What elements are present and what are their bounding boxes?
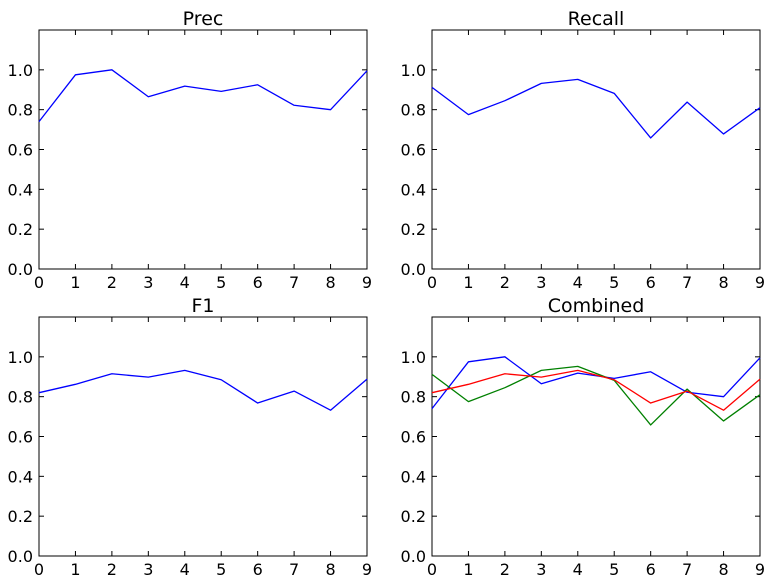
combined-x-tick-label: 6 (646, 560, 656, 579)
recall-y-tick-label: 0.0 (401, 260, 426, 279)
prec-x-tick-label: 3 (143, 273, 153, 292)
f1-x-tick-label: 1 (70, 560, 80, 579)
prec-y-tick-label: 0.0 (8, 260, 33, 279)
combined-y-tick-label: 0.0 (401, 547, 426, 566)
combined-x-tick-label: 1 (463, 560, 473, 579)
f1-y-tick-label: 0.8 (8, 388, 33, 407)
prec-y-tick-label: 1.0 (8, 61, 33, 80)
prec-x-tick-label: 4 (180, 273, 190, 292)
recall-y-tick-label: 0.4 (401, 180, 426, 199)
prec-x-tick-label: 0 (34, 273, 44, 292)
combined-x-tick-label: 3 (536, 560, 546, 579)
f1-series-line-0 (38, 369, 368, 411)
f1-x-tick-label: 8 (325, 560, 335, 579)
prec-title: Prec (183, 8, 224, 30)
recall-axes-frame (431, 29, 761, 270)
recall-x-tick-label: 7 (682, 273, 692, 292)
recall-y-tick-label: 0.2 (401, 220, 426, 239)
prec-panel: Prec 0 1 2 3 4 5 6 7 8 9 0.0 0.2 0.4 0.6 0.8 1.0 (8, 8, 373, 292)
prec-series-line-0 (38, 69, 368, 123)
combined-axes-frame (431, 316, 761, 557)
recall-x-tick-label: 3 (536, 273, 546, 292)
recall-x-tick-label: 1 (463, 273, 473, 292)
recall-y-tick-label: 1.0 (401, 61, 426, 80)
combined-x-tick-label: 4 (573, 560, 583, 579)
prec-x-tick-label: 9 (362, 273, 372, 292)
recall-x-tick-label: 6 (646, 273, 656, 292)
combined-y-tick-label: 0.6 (401, 428, 426, 447)
recall-x-tick-label: 8 (718, 273, 728, 292)
f1-axes-frame (38, 316, 368, 557)
recall-title: Recall (568, 8, 625, 30)
combined-x-tick-label: 7 (682, 560, 692, 579)
prec-y-tick-label: 0.4 (8, 180, 33, 199)
combined-series-line-1 (431, 365, 761, 426)
f1-x-tick-label: 2 (107, 560, 117, 579)
recall-x-tick-label: 9 (755, 273, 765, 292)
f1-y-tick-label: 1.0 (8, 348, 33, 367)
f1-x-tick-label: 3 (143, 560, 153, 579)
recall-y-tick-label: 0.8 (401, 101, 426, 120)
prec-x-tick-label: 2 (107, 273, 117, 292)
prec-y-tick-label: 0.2 (8, 220, 33, 239)
combined-series-line-2 (431, 369, 761, 411)
f1-y-tick-label: 0.0 (8, 547, 33, 566)
f1-y-tick-label: 0.2 (8, 507, 33, 526)
recall-x-tick-label: 5 (609, 273, 619, 292)
recall-y-tick-label: 0.6 (401, 141, 426, 160)
combined-x-tick-label: 2 (500, 560, 510, 579)
f1-x-tick-label: 6 (253, 560, 263, 579)
combined-y-tick-label: 0.4 (401, 467, 426, 486)
prec-x-tick-label: 8 (325, 273, 335, 292)
combined-x-tick-label: 9 (755, 560, 765, 579)
combined-x-tick-label: 0 (427, 560, 437, 579)
prec-axes-frame (38, 29, 368, 270)
combined-y-tick-label: 1.0 (401, 348, 426, 367)
prec-x-tick-label: 1 (70, 273, 80, 292)
f1-panel: F1 0 1 2 3 4 5 6 7 8 9 0.0 0.2 0.4 0.6 0.8 1.0 (8, 295, 373, 579)
f1-x-tick-label: 4 (180, 560, 190, 579)
combined-panel: Combined 0 1 2 3 4 5 6 7 8 9 0.0 0.2 0.4 0.6 0.8 1.0 (401, 295, 766, 579)
combined-series-line-0 (431, 356, 761, 410)
recall-series-line-0 (431, 78, 761, 139)
f1-y-tick-label: 0.6 (8, 428, 33, 447)
combined-x-tick-label: 8 (718, 560, 728, 579)
prec-y-tick-label: 0.6 (8, 141, 33, 160)
recall-panel: Recall 0 1 2 3 4 5 6 7 8 9 0.0 0.2 0.4 0.6 0.8 1.0 (401, 8, 766, 292)
f1-x-tick-label: 5 (216, 560, 226, 579)
recall-x-tick-label: 2 (500, 273, 510, 292)
recall-x-tick-label: 0 (427, 273, 437, 292)
prec-x-tick-label: 6 (253, 273, 263, 292)
prec-x-tick-label: 7 (289, 273, 299, 292)
prec-y-tick-label: 0.8 (8, 101, 33, 120)
f1-x-tick-label: 7 (289, 560, 299, 579)
combined-y-tick-label: 0.8 (401, 388, 426, 407)
combined-x-tick-label: 5 (609, 560, 619, 579)
f1-y-tick-label: 0.4 (8, 467, 33, 486)
f1-x-tick-label: 9 (362, 560, 372, 579)
prec-x-tick-label: 5 (216, 273, 226, 292)
recall-x-tick-label: 4 (573, 273, 583, 292)
combined-y-tick-label: 0.2 (401, 507, 426, 526)
combined-title: Combined (548, 295, 645, 317)
f1-title: F1 (191, 295, 214, 317)
f1-x-tick-label: 0 (34, 560, 44, 579)
